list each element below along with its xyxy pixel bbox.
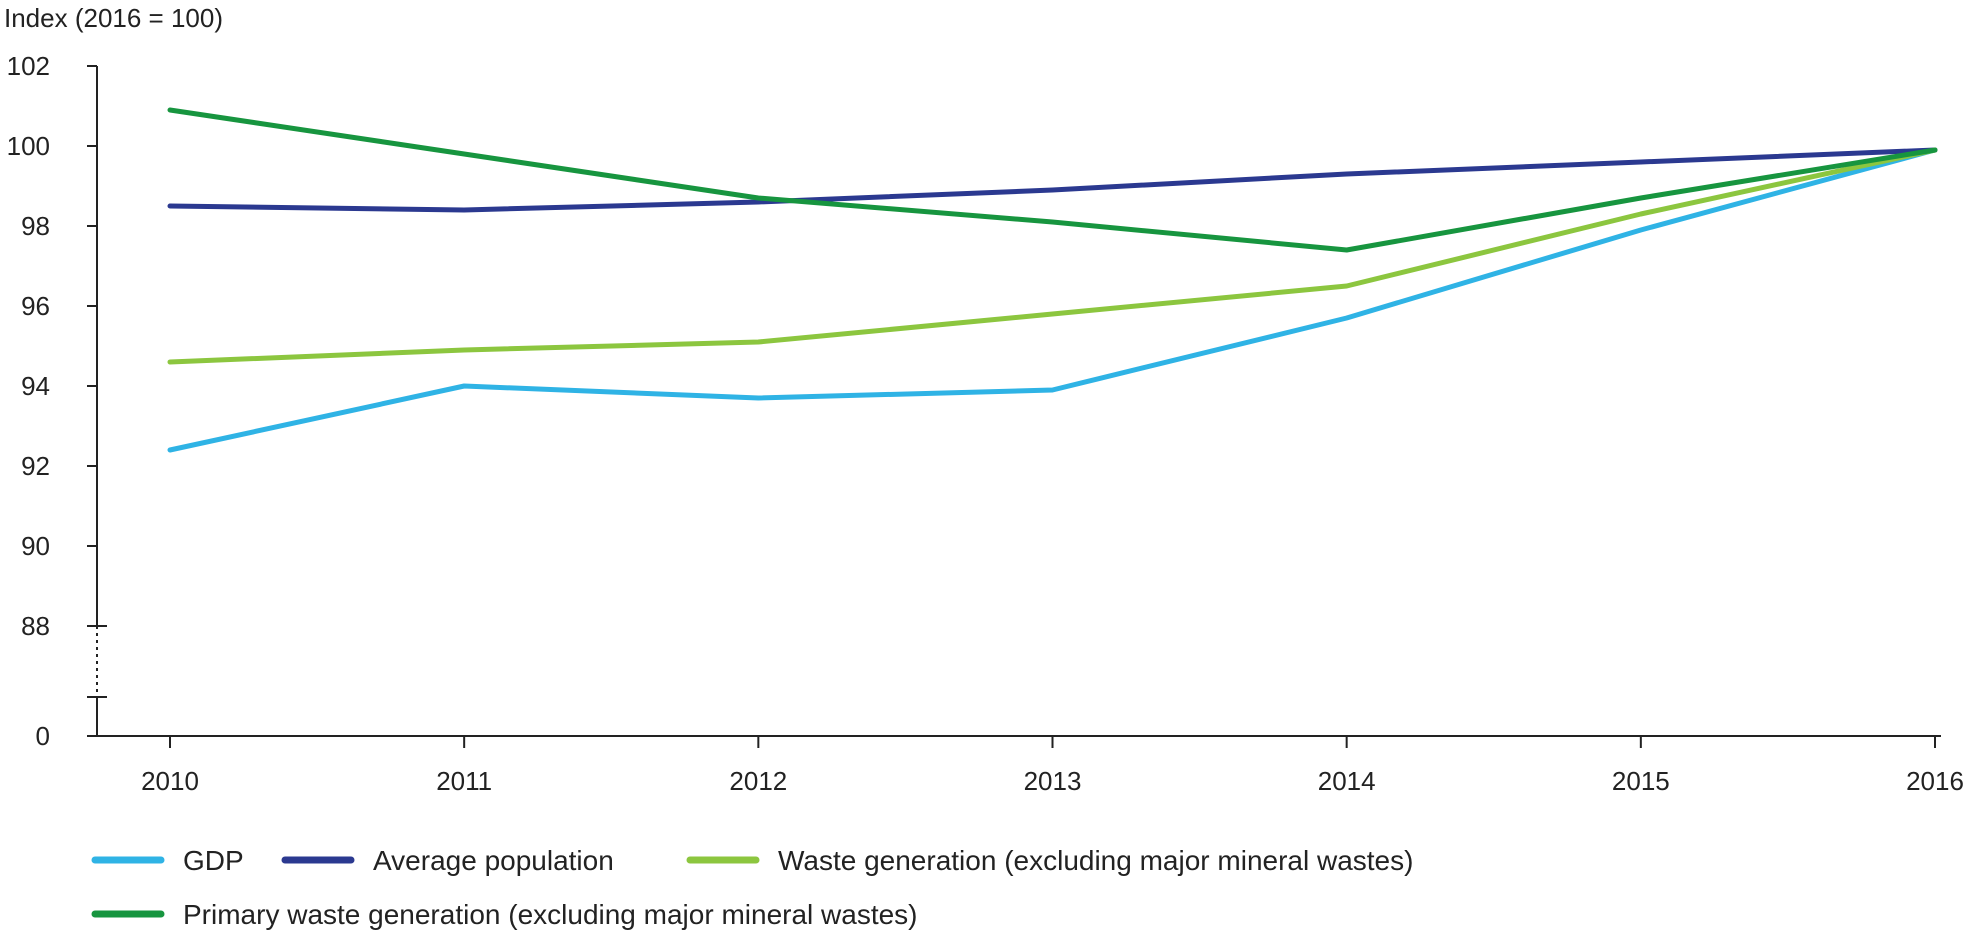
- series-line-1: [167, 147, 1938, 213]
- series-lines: [167, 107, 1938, 453]
- y-tick-label: 94: [21, 371, 50, 401]
- legend-item: GDP: [91, 845, 244, 876]
- y-tick-label: 102: [7, 51, 50, 81]
- series-line-0: [167, 147, 1938, 453]
- y-axis-title: Index (2016 = 100): [4, 3, 223, 33]
- legend-label: Waste generation (excluding major minera…: [778, 845, 1413, 876]
- legend-label: Average population: [373, 845, 614, 876]
- series-line-2: [167, 147, 1938, 365]
- x-tick-label: 2015: [1612, 766, 1670, 796]
- x-tick-label: 2011: [436, 766, 492, 796]
- y-tick-label: 96: [21, 291, 50, 321]
- legend-label: GDP: [183, 845, 244, 876]
- legend-item: Waste generation (excluding major minera…: [686, 845, 1413, 876]
- legend-item: Primary waste generation (excluding majo…: [91, 899, 918, 930]
- y-tick-label: 90: [21, 531, 50, 561]
- x-axis: 2010 2011 2012 2013 2014 2015 2016: [87, 735, 1964, 796]
- y-axis: 102 100 98 96 94 92 90 88 0: [7, 51, 107, 751]
- x-tick-label: 2012: [729, 766, 787, 796]
- legend-label: Primary waste generation (excluding majo…: [183, 899, 918, 930]
- y-tick-label: 92: [21, 451, 50, 481]
- legend: GDP Average population Waste generation (e…: [91, 845, 1413, 930]
- y-tick-label: 88: [21, 611, 50, 641]
- series-line-3: [167, 107, 1938, 253]
- y-tick-label: 98: [21, 211, 50, 241]
- legend-item: Average population: [281, 845, 614, 876]
- x-tick-label: 2013: [1024, 766, 1082, 796]
- x-tick-label: 2016: [1906, 766, 1964, 796]
- y-tick-label: 100: [7, 131, 50, 161]
- y-tick-label: 0: [36, 721, 50, 751]
- x-tick-label: 2010: [141, 766, 199, 796]
- x-tick-label: 2014: [1318, 766, 1376, 796]
